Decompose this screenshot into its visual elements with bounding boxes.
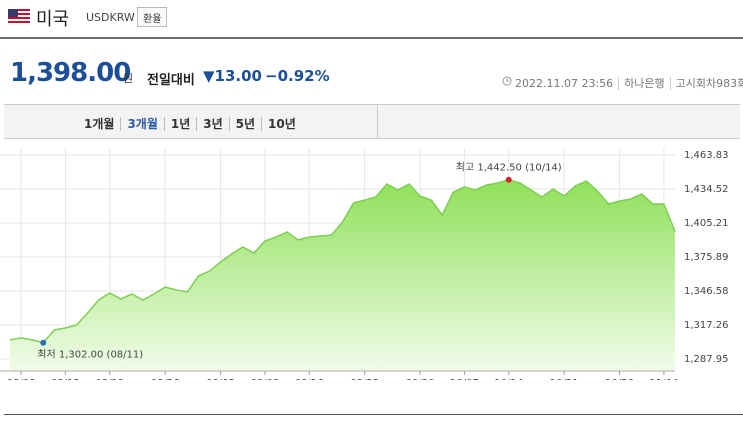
bank: 하나은행 [618, 77, 665, 90]
x-tick-label: 11/04 [650, 378, 679, 380]
period-tab[interactable]: 1년 [163, 117, 197, 131]
min-point [40, 339, 47, 346]
chart: 1,287.95 1,317.26 1,346.58 1,375.89 1,405.21… [0, 148, 729, 380]
tab-bar [4, 104, 740, 139]
x-tick-label: 08/08 [7, 378, 36, 380]
area [10, 179, 675, 371]
period-tab[interactable]: 3개월 [120, 117, 164, 131]
x-tick-label: 09/23 [350, 378, 379, 380]
period-tab[interactable]: 3년 [196, 117, 229, 131]
x-tick-label: 10/28 [605, 378, 634, 380]
x-tick-label: 08/19 [95, 378, 124, 380]
max-label: 최고 1,442.50 (10/14) [456, 162, 562, 174]
period-tabs: 1개월 3개월 1년 3년 5년 10년 [78, 115, 302, 132]
y-tick-label: 1,317.26 [684, 320, 729, 331]
currency-code: USDKRW [86, 11, 135, 24]
line [9, 178, 676, 344]
tab-divider [377, 104, 378, 139]
datetime: 2022.11.07 23:56 [515, 77, 614, 90]
y-tick-label: 1,463.83 [684, 150, 729, 161]
y-tick-label: 1,434.52 [684, 184, 729, 195]
y-tick-label: 1,346.58 [684, 286, 729, 297]
period-tab[interactable]: 1개월 [84, 117, 115, 131]
y-tick-label: 1,375.89 [684, 252, 729, 263]
max-point [505, 176, 512, 183]
x-tick-label: 10/21 [550, 378, 579, 380]
y-tick-label: 1,287.95 [684, 354, 729, 365]
clock-icon [502, 76, 512, 86]
x-tick-label: 10/14 [494, 378, 523, 380]
change: ▼13.00 [203, 67, 262, 85]
price: 1,398.00 [10, 58, 131, 88]
divider [4, 414, 743, 415]
divider [0, 37, 743, 39]
quote-info: 2022.11.07 23:56 하나은행 고시회차983회 [515, 75, 743, 91]
period-tab[interactable]: 5년 [228, 117, 262, 131]
period-tab[interactable]: 10년 [261, 117, 302, 131]
x-tick-label: 09/08 [251, 378, 280, 380]
exchange-button[interactable]: 환율 [137, 7, 168, 27]
x-tick-label: 08/12 [51, 378, 80, 380]
round: 고시회차983회 [669, 77, 743, 90]
country-name: 미국 [36, 9, 70, 30]
us-flag [8, 9, 30, 23]
x-tick-label: 08/26 [151, 378, 180, 380]
price-unit: 원 [123, 72, 134, 85]
x-tick-label: 09/30 [406, 378, 435, 380]
x-tick-label: 10/07 [450, 378, 479, 380]
change-label: 전일대비 [147, 73, 195, 88]
x-tick-label: 09/16 [295, 378, 324, 380]
min-label: 최저 1,302.00 (08/11) [37, 349, 143, 361]
change-percent: −0.92% [265, 67, 330, 85]
y-tick-label: 1,405.21 [684, 218, 729, 229]
x-tick-label: 09/02 [206, 378, 235, 380]
